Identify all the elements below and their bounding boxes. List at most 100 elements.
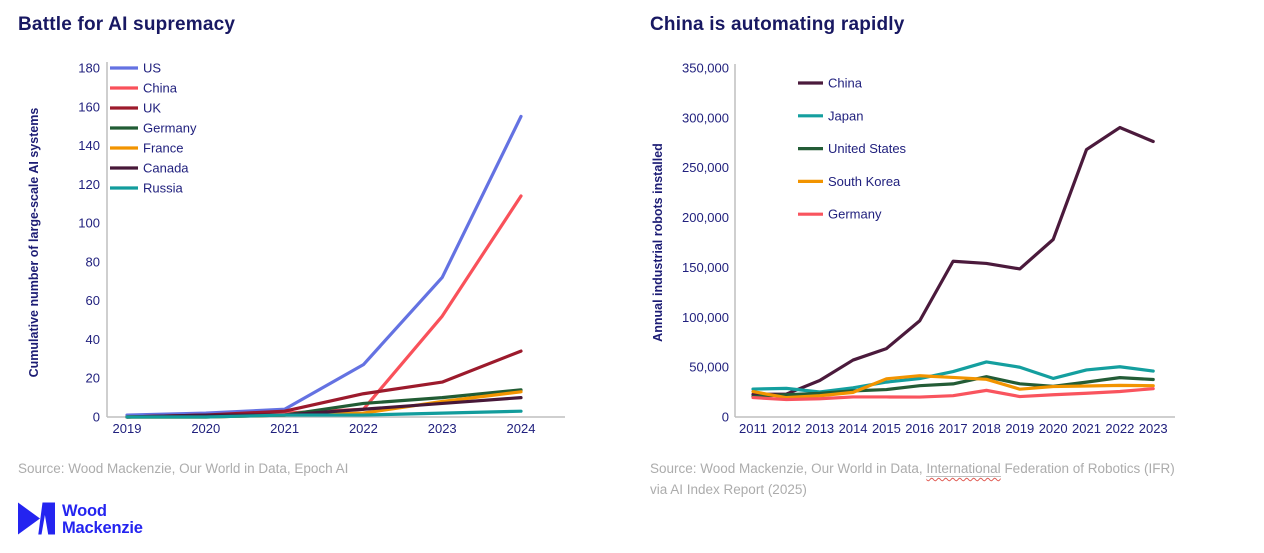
series-line-china: [125, 194, 523, 419]
legend-label: UK: [143, 101, 161, 116]
source-text: Federation of Robotics (IFR): [1000, 461, 1175, 476]
chart-ai-supremacy: Battle for AI supremacy 0 20 40 60 80 100 120 1…: [18, 14, 598, 479]
y-tick-label: 100: [78, 216, 100, 231]
y-tick-label: 180: [78, 61, 100, 76]
robots-line-chart: 0 50,000 100,000 150,000 200,000 250,000 300,0…: [651, 61, 1175, 436]
x-tick-label: 2024: [507, 421, 536, 436]
axes: [734, 64, 1175, 418]
legend-label: US: [143, 61, 161, 76]
x-tick-label: 2021: [1072, 421, 1101, 436]
logo-word-1: Wood: [62, 502, 107, 520]
legend-label: Germany: [143, 121, 197, 136]
x-tick-label: 2022: [349, 421, 378, 436]
x-tick-label: 2014: [839, 421, 868, 436]
x-tick-label: 2022: [1105, 421, 1134, 436]
logo-word-2: Mackenzie: [62, 518, 143, 537]
series-line-russia: [125, 409, 523, 419]
source-text: Source: Wood Mackenzie, Our World in Dat…: [18, 461, 349, 476]
axes: [106, 62, 565, 418]
y-tick-label: 60: [86, 293, 100, 308]
legend-label: China: [143, 81, 178, 96]
legend-item-russia: Russia: [110, 181, 184, 196]
x-tick-label: 2013: [805, 421, 834, 436]
source-text: Source: Wood Mackenzie, Our World in Dat…: [650, 461, 927, 476]
y-tick-label: 20: [86, 371, 100, 386]
series-line-uk: [125, 349, 523, 419]
x-tick-label: 2011: [739, 421, 767, 436]
y-tick-label: 300,000: [682, 110, 729, 125]
y-tick-label: 0: [722, 410, 729, 425]
y-tick-label: 0: [93, 410, 100, 425]
y-axis-label: Annual industrial robots installed: [651, 143, 665, 342]
legend-label: United States: [828, 141, 907, 156]
y-tick-label: 350,000: [682, 61, 729, 76]
legend-item-us: US: [110, 61, 161, 76]
legend-item-south-korea: South Korea: [798, 174, 901, 189]
series-lines: [125, 114, 523, 419]
legend-label: South Korea: [828, 174, 901, 189]
x-tick-label: 2019: [1005, 421, 1034, 436]
wood-mackenzie-logo-text: Wood Mackenzie: [62, 503, 143, 536]
x-tick-label: 2020: [1039, 421, 1068, 436]
series-line-china: [751, 125, 1155, 397]
y-tick-label: 140: [78, 138, 100, 153]
source-text-line2: via AI Index Report (2025): [650, 482, 807, 497]
x-tick-label: 2012: [772, 421, 801, 436]
source-note-left: Source: Wood Mackenzie, Our World in Dat…: [18, 458, 598, 479]
x-tick-label: 2017: [939, 421, 968, 436]
legend-item-france: France: [110, 141, 183, 156]
legend-item-germany: Germany: [798, 207, 882, 222]
source-note-right: Source: Wood Mackenzie, Our World in Dat…: [650, 458, 1230, 500]
chart-title-robots: China is automating rapidly: [650, 14, 905, 35]
legend-item-china: China: [798, 76, 863, 91]
x-tick-labels: 2011 2012 2013 2014 2015 2016 2017 2018 2019 2020…: [739, 421, 1168, 436]
legend: US China UK Germany France Canada Russia: [110, 61, 197, 196]
series-line-us: [125, 114, 523, 417]
x-tick-label: 2016: [905, 421, 934, 436]
legend-label: Japan: [828, 108, 863, 123]
legend-item-germany: Germany: [110, 121, 197, 136]
y-axis-label: Cumulative number of large-scale AI syst…: [27, 108, 41, 378]
ai-systems-line-chart: 0 20 40 60 80 100 120 140 160 180 2019 2020 2021 2022…: [27, 61, 565, 436]
series-line-south-korea: [751, 374, 1155, 400]
y-tick-label: 80: [86, 254, 100, 269]
legend-item-united-states: United States: [798, 141, 907, 156]
wood-mackenzie-logo-icon: [18, 502, 55, 535]
legend-label: Russia: [143, 181, 184, 196]
y-tick-labels: 0 20 40 60 80 100 120 140 160 180: [78, 61, 100, 425]
y-tick-label: 40: [86, 332, 100, 347]
y-tick-label: 250,000: [682, 160, 729, 175]
legend-item-canada: Canada: [110, 161, 189, 176]
x-tick-label: 2020: [191, 421, 220, 436]
y-tick-label: 160: [78, 99, 100, 114]
series-line-canada: [125, 396, 523, 419]
legend-item-china: China: [110, 81, 178, 96]
source-text-underlined: International: [926, 461, 1001, 477]
y-tick-labels: 0 50,000 100,000 150,000 200,000 250,000 300,0…: [682, 61, 729, 425]
x-tick-label: 2023: [428, 421, 457, 436]
legend-item-uk: UK: [110, 101, 161, 116]
series-line-germany: [751, 387, 1155, 402]
chart-robots-installed: China is automating rapidly 0 50,000 100,0…: [632, 0, 1264, 553]
y-tick-label: 50,000: [689, 360, 729, 375]
legend-item-japan: Japan: [798, 108, 863, 123]
legend-label: Canada: [143, 161, 189, 176]
x-tick-label: 2018: [972, 421, 1001, 436]
y-tick-label: 120: [78, 177, 100, 192]
series-lines: [751, 125, 1155, 402]
y-tick-label: 100,000: [682, 310, 729, 325]
x-tick-label: 2023: [1139, 421, 1168, 436]
legend-label: France: [143, 141, 183, 156]
x-tick-label: 2019: [113, 421, 142, 436]
x-tick-label: 2015: [872, 421, 901, 436]
legend-label: China: [828, 76, 863, 91]
legend: China Japan United States South Korea German…: [798, 76, 907, 222]
series-line-united-states: [751, 375, 1155, 399]
y-tick-label: 200,000: [682, 210, 729, 225]
legend-label: Germany: [828, 207, 882, 222]
wood-mackenzie-logo: Wood Mackenzie: [18, 502, 143, 536]
y-tick-label: 150,000: [682, 260, 729, 275]
x-tick-label: 2021: [270, 421, 299, 436]
x-tick-labels: 2019 2020 2021 2022 2023 2024: [113, 421, 536, 436]
